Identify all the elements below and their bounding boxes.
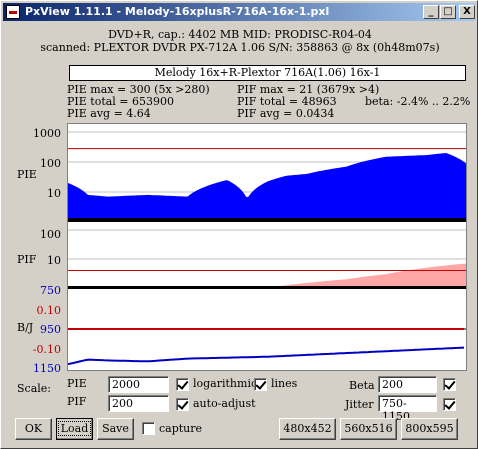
disc-info-line: DVD+R, cap.: 4402 MB MID: PRODISC-R04-04 <box>108 28 372 41</box>
pie-tick-10: 10 <box>47 187 61 200</box>
disc-title-box: Melody 16x+R-Plextor 716A(1.06) 16x-1 <box>69 65 466 81</box>
pif-tick-10: 10 <box>47 254 61 267</box>
pie-baseline <box>68 218 466 222</box>
pif-scale-label: PIF <box>67 395 87 408</box>
jitter-scale-label: Jitter <box>345 398 374 411</box>
size-800-button[interactable]: 800x595 <box>401 418 458 440</box>
beta-range: beta: -2.4% .. 2.2% <box>365 95 471 108</box>
pie-scale-label: PIE <box>67 377 87 390</box>
jitter-tick-950: 950 <box>40 323 61 336</box>
bj-section-label: B/J <box>17 321 34 334</box>
capture-label: capture <box>159 422 203 435</box>
pif-tick-100: 100 <box>40 228 61 241</box>
size-560-button[interactable]: 560x516 <box>340 418 397 440</box>
scan-chart-svg <box>67 131 466 366</box>
jitter-checkbox[interactable] <box>443 398 456 411</box>
pif-baseline <box>68 286 466 289</box>
logarithmic-label: logarithmic <box>193 377 258 390</box>
minimize-button[interactable]: _ <box>423 5 439 19</box>
scan-chart <box>67 123 467 371</box>
pie-area <box>68 153 466 222</box>
pie-tick-100: 100 <box>40 157 61 170</box>
load-button[interactable]: Load <box>56 418 93 440</box>
lines-label: lines <box>271 377 298 390</box>
pie-scale-input[interactable]: 2000 <box>108 376 169 393</box>
window-title: PxView 1.11.1 - Melody-16xplusR-716A-16x… <box>25 5 330 18</box>
load-button-label: Load <box>57 421 92 436</box>
beta-scale-input[interactable]: 200 <box>378 376 437 393</box>
pif-total: PIF total = 48963 <box>237 95 337 108</box>
bj-series <box>67 328 466 366</box>
close-button[interactable]: X <box>459 5 475 19</box>
pie-max: PIE max = 300 (5x >280) <box>67 83 210 96</box>
pie-avg: PIE avg = 4.64 <box>67 107 151 120</box>
pif-series <box>68 263 466 289</box>
jitter-tick-750: 750 <box>40 284 61 297</box>
pif-section-label: PIF <box>17 253 37 266</box>
app-icon[interactable] <box>6 5 20 19</box>
scale-label: Scale: <box>17 382 51 395</box>
pie-section-label: PIE <box>17 168 37 181</box>
pif-scale-input[interactable]: 200 <box>108 395 169 412</box>
pie-total: PIE total = 653900 <box>67 95 175 108</box>
title-bar[interactable]: PxView 1.11.1 - Melody-16xplusR-716A-16x… <box>3 3 475 21</box>
jitter-line <box>67 346 465 366</box>
logarithmic-checkbox[interactable] <box>176 378 189 391</box>
pie-series <box>68 148 466 222</box>
save-button[interactable]: Save <box>97 418 134 440</box>
size-480-button[interactable]: 480x452 <box>279 418 336 440</box>
beta-tick-neg: -0.10 <box>32 343 61 356</box>
auto-adjust-label: auto-adjust <box>193 397 256 410</box>
jitter-scale-input[interactable]: 750-1150 <box>378 395 437 423</box>
maximize-button[interactable]: □ <box>440 5 456 19</box>
auto-adjust-checkbox[interactable] <box>176 398 189 411</box>
pif-max: PIF max = 21 (3679x >4) <box>237 83 380 96</box>
scanner-info-line: scanned: PLEXTOR DVDR PX-712A 1.06 S/N: … <box>40 41 440 54</box>
jitter-tick-1150: 1150 <box>33 362 61 375</box>
beta-tick-pos: 0.10 <box>36 304 62 317</box>
pif-area <box>68 263 466 288</box>
pif-avg: PIF avg = 0.0434 <box>237 107 335 120</box>
pie-tick-1000: 1000 <box>33 127 61 140</box>
lines-checkbox[interactable] <box>254 378 267 391</box>
beta-checkbox[interactable] <box>443 378 456 391</box>
beta-scale-label: Beta <box>349 379 375 392</box>
capture-checkbox[interactable] <box>142 422 155 435</box>
ok-button[interactable]: OK <box>15 418 52 440</box>
